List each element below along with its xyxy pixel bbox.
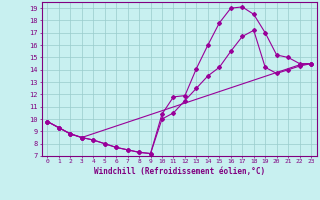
X-axis label: Windchill (Refroidissement éolien,°C): Windchill (Refroidissement éolien,°C): [94, 167, 265, 176]
